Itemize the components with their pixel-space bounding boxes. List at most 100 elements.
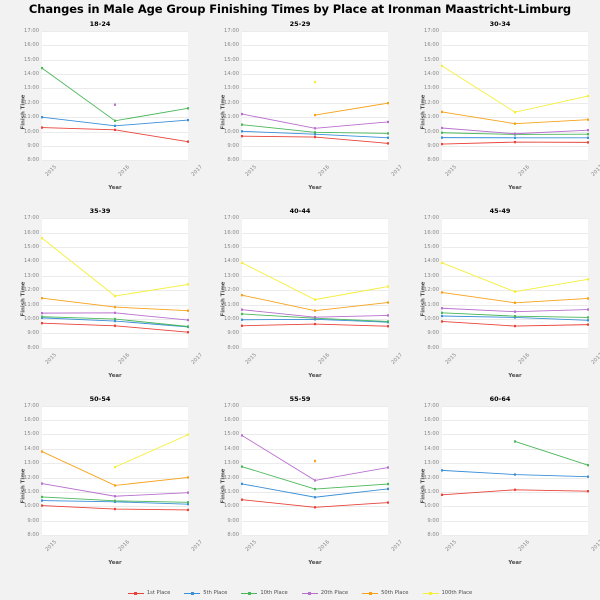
gridline: 14:00 (224, 258, 388, 264)
gridline: 12:00 (424, 287, 588, 293)
gridline: 13:00 (424, 273, 588, 279)
subplot-35-39: 35-39 Finish Time Year 8:00 9:00 10:00 11:00 12… (0, 205, 204, 392)
data-point (513, 111, 517, 114)
y-tick-label: 17:00 (424, 402, 439, 409)
gridline: 10:00 (424, 316, 588, 322)
gridline: 15:00 (24, 57, 188, 63)
data-point (313, 478, 317, 482)
data-point (40, 504, 44, 507)
gridline: 9:00 (427, 330, 588, 336)
data-point (386, 466, 390, 469)
series-line-10th-place (42, 68, 188, 121)
gridline: 8:00 (27, 157, 188, 163)
data-point (386, 320, 390, 323)
data-point (513, 310, 517, 314)
gridline: 11:00 (224, 114, 388, 120)
y-tick-label: 11:00 (24, 114, 39, 121)
series-line-10th-place (515, 441, 588, 465)
gridline: 17:00 (424, 403, 588, 409)
y-tick-label: 10:00 (424, 315, 439, 322)
legend-item-1st-place[interactable]: 1st Place (127, 590, 170, 596)
series-layer (440, 439, 590, 496)
gridline: 16:00 (24, 42, 188, 48)
plot-area: 8:00 9:00 10:00 11:00 12:00 13:00 14:00 15:00 16… (24, 403, 204, 553)
data-point (386, 501, 390, 504)
data-point (513, 473, 517, 476)
data-point (313, 298, 317, 302)
data-point (113, 124, 117, 128)
gridline: 12:00 (24, 287, 188, 293)
data-point (513, 132, 517, 135)
data-point (186, 319, 190, 322)
legend-item-20th-place[interactable]: 20th Place (301, 590, 349, 596)
legend-item-50th-place[interactable]: 50th Place (362, 590, 409, 596)
y-tick-label: 8:00 (227, 344, 239, 351)
legend-item-100th-place[interactable]: 100th Place (422, 590, 472, 596)
y-tick-label: 11:00 (24, 301, 39, 308)
y-tick-label: 8:00 (227, 531, 239, 538)
y-tick-label: 8:00 (427, 344, 439, 351)
data-point (513, 325, 517, 328)
gridline: 17:00 (24, 215, 188, 221)
gridline: 8:00 (227, 345, 388, 351)
data-point (186, 331, 190, 334)
y-tick-label: 17:00 (224, 28, 239, 34)
y-tick-label: 13:00 (424, 272, 439, 279)
x-axis-label: Year (108, 559, 122, 566)
data-point (313, 80, 317, 84)
y-tick-label: 16:00 (24, 42, 39, 49)
y-tick-label: 14:00 (424, 71, 439, 78)
data-point (240, 123, 244, 126)
x-tick-label: 2016 (317, 164, 332, 179)
subplot-title: 35-39 (89, 207, 111, 216)
data-point (113, 499, 117, 502)
data-point (386, 285, 390, 289)
legend-label: 20th Place (320, 590, 349, 596)
y-tick-label: 15:00 (424, 56, 439, 63)
series-line-50th-place (315, 103, 388, 115)
y-tick-label: 13:00 (24, 85, 39, 92)
series-line-100th-place (442, 66, 588, 112)
y-tick-label: 8:00 (227, 157, 239, 164)
x-axis-label: Year (308, 372, 322, 379)
y-tick-label: 13:00 (424, 460, 439, 467)
data-point (586, 308, 590, 312)
y-tick-label: 9:00 (427, 517, 439, 524)
y-tick-label: 11:00 (424, 114, 439, 121)
y-tick-label: 12:00 (24, 474, 39, 481)
data-point (113, 320, 117, 323)
data-point (186, 475, 190, 479)
legend-item-10th-place[interactable]: 10th Place (241, 590, 288, 596)
gridline: 16:00 (224, 42, 388, 48)
y-tick-label: 9:00 (227, 330, 239, 337)
subplot-25-29: 25-29 Finish Time Year 8:00 9:00 10:00 11:00 12… (200, 18, 404, 205)
x-tick-label: 2015 (44, 164, 59, 179)
x-tick-label: 2017 (590, 164, 600, 179)
gridline: 10:00 (24, 129, 188, 135)
y-tick-label: 9:00 (427, 142, 439, 149)
y-tick-label: 9:00 (227, 517, 239, 524)
data-point (513, 122, 517, 125)
y-tick-label: 17:00 (224, 215, 239, 222)
y-tick-label: 9:00 (27, 517, 39, 524)
gridline: 16:00 (24, 417, 188, 423)
gridline: 15:00 (224, 244, 388, 250)
gridline: 9:00 (27, 330, 188, 336)
data-point (513, 290, 517, 294)
gridline: 12:00 (24, 100, 188, 106)
y-tick-label: 8:00 (427, 157, 439, 164)
data-point (240, 262, 244, 265)
gridline: 9:00 (227, 330, 388, 336)
data-point (440, 262, 444, 265)
y-tick-label: 15:00 (24, 431, 39, 438)
plot-area: 8:00 9:00 10:00 11:00 12:00 13:00 14:00 15:00 16… (224, 403, 404, 553)
y-tick-label: 14:00 (24, 71, 39, 78)
data-point (113, 306, 117, 309)
legend-label: 50th Place (381, 590, 409, 596)
data-point (440, 64, 444, 68)
subplot-title: 25-29 (289, 20, 311, 28)
y-tick-label: 14:00 (224, 71, 239, 78)
data-point (186, 118, 190, 122)
series-layer (40, 66, 190, 143)
legend-item-5th-place[interactable]: 5th Place (184, 590, 227, 596)
